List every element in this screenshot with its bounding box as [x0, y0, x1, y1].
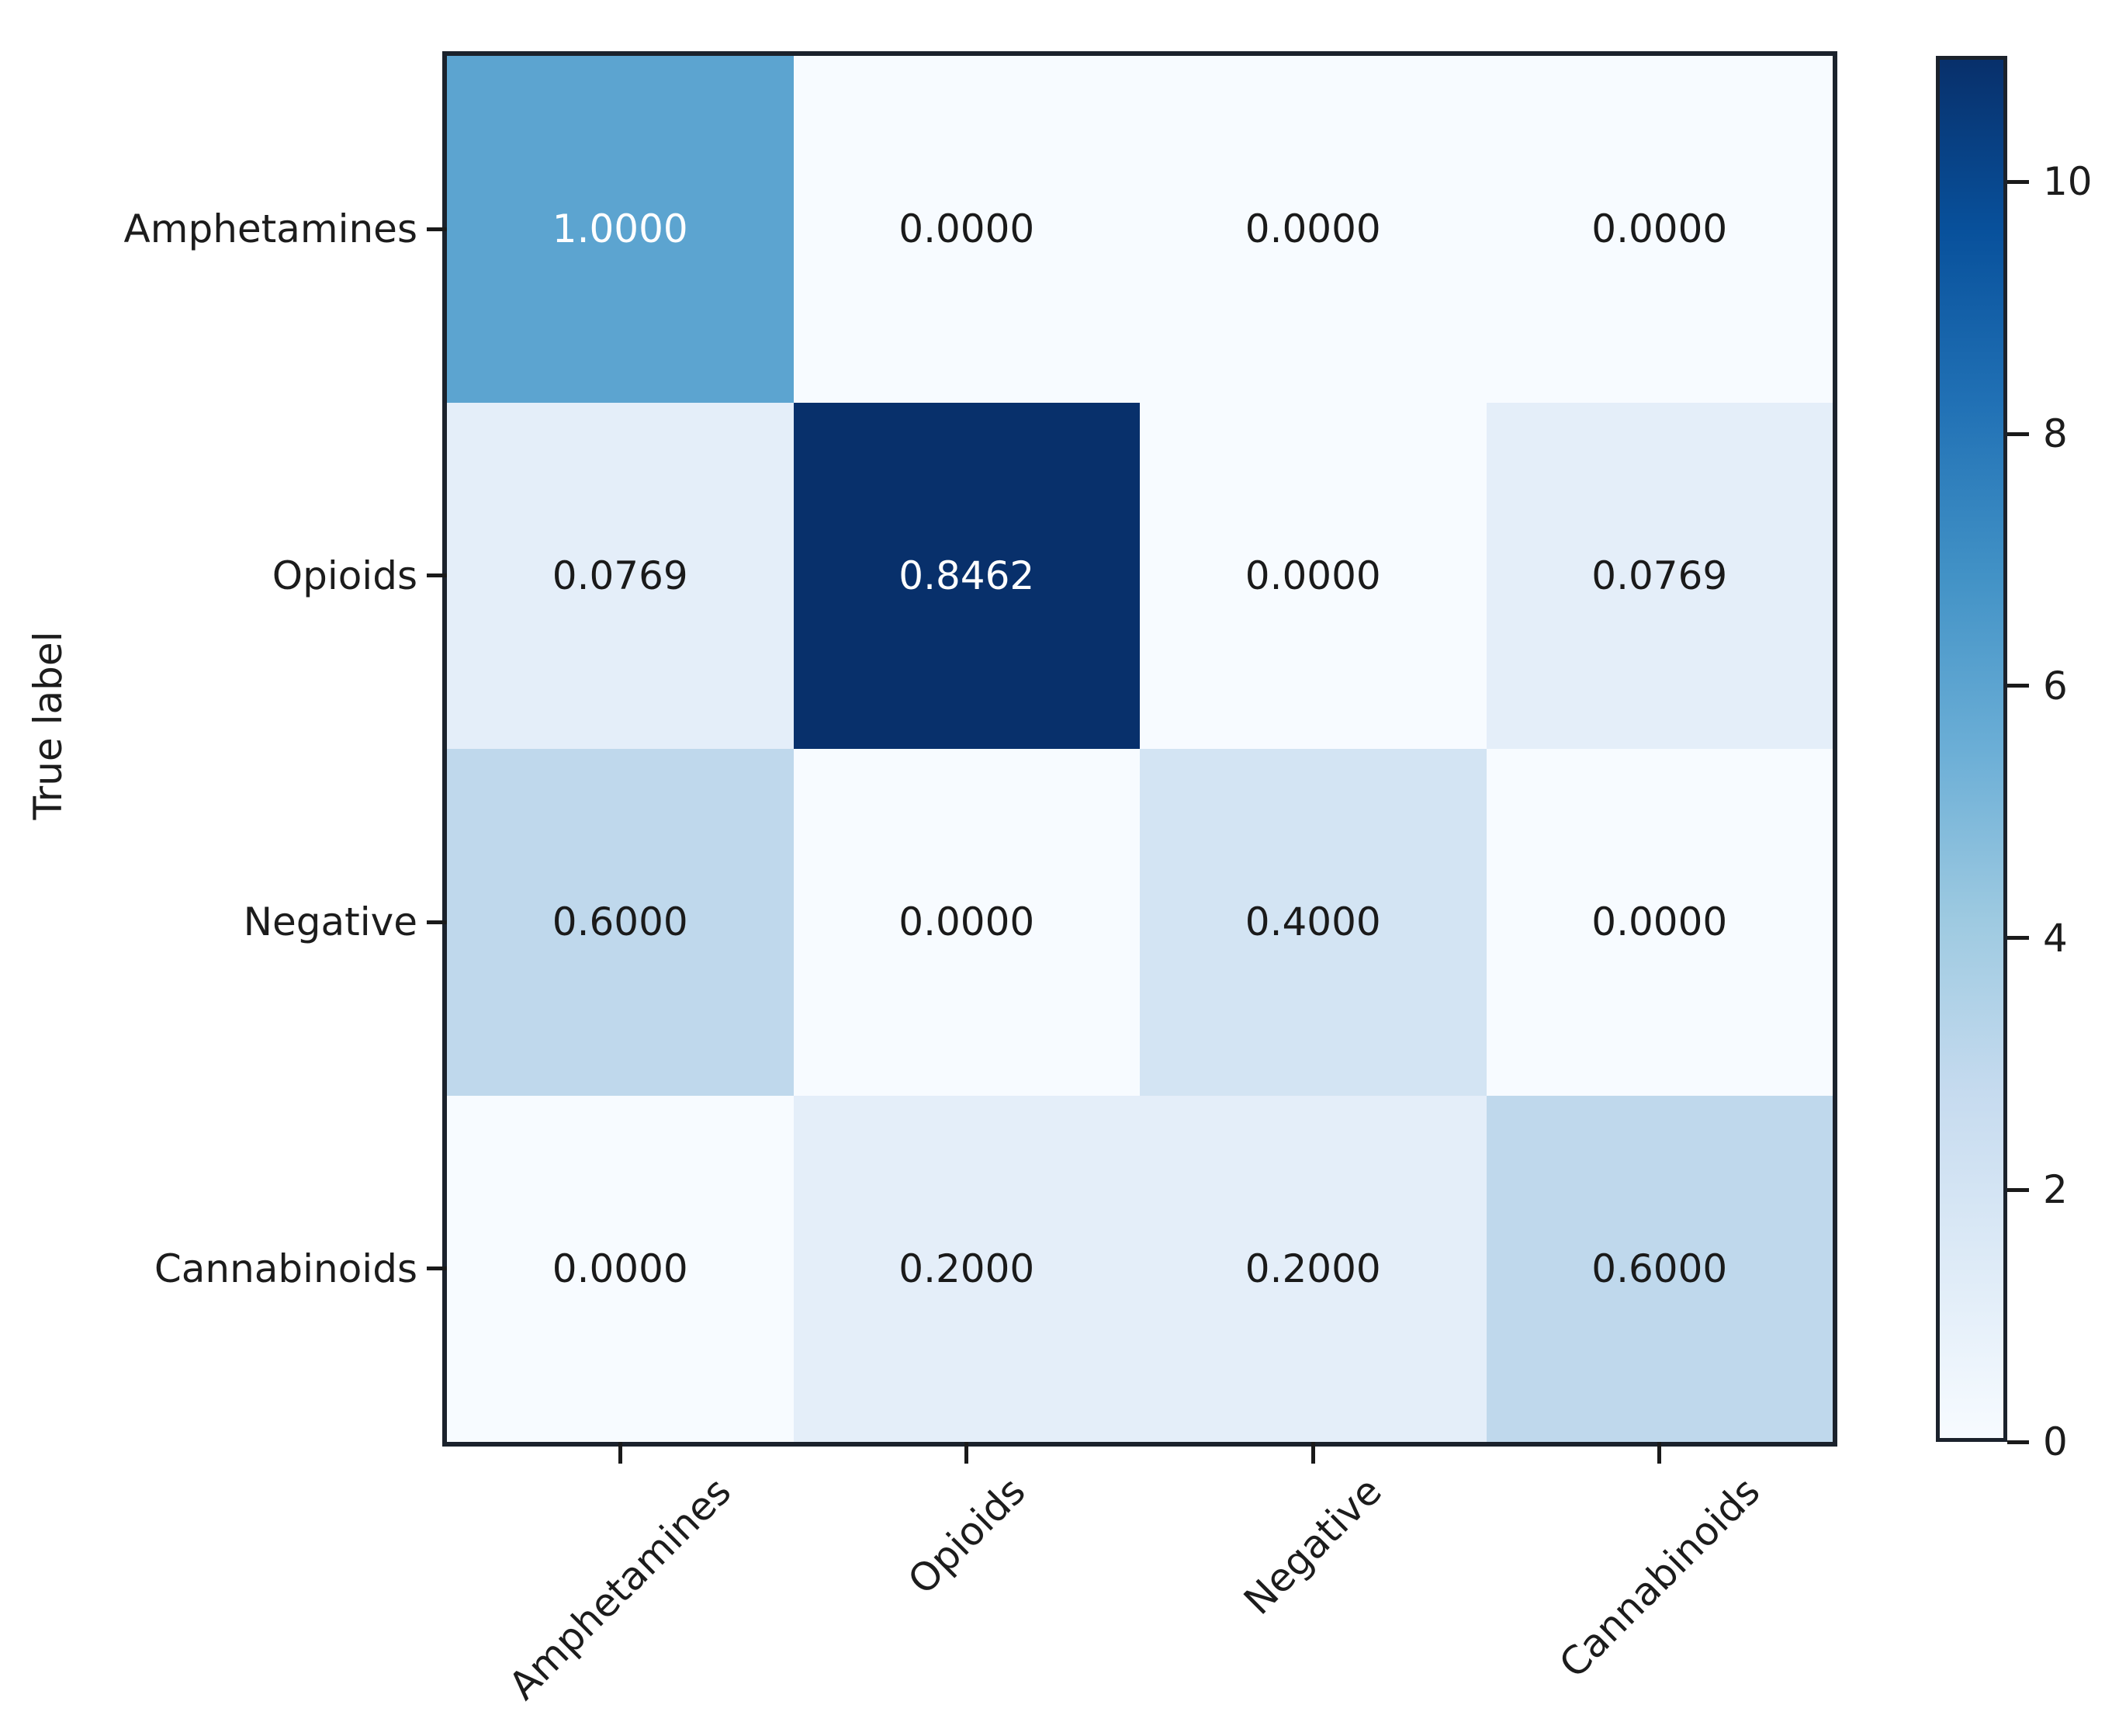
y-tick-mark — [427, 920, 447, 924]
colorbar-tick-label: 8 — [2043, 411, 2068, 457]
cell-value: 0.0000 — [1245, 206, 1381, 252]
cell-value: 0.0000 — [1591, 899, 1728, 945]
cell-value: 0.4000 — [1245, 899, 1381, 945]
heatmap-cell: 0.0000 — [1140, 402, 1487, 749]
heatmap-cell: 0.0000 — [793, 749, 1140, 1096]
heatmap-cell: 0.2000 — [793, 1095, 1140, 1442]
x-tick-mark — [1310, 1442, 1315, 1464]
heatmap-cell: 1.0000 — [447, 56, 794, 403]
cell-value: 0.2000 — [898, 1246, 1035, 1291]
cell-value: 0.6000 — [1591, 1246, 1728, 1291]
x-tick-mark — [618, 1442, 622, 1464]
heatmap-cell: 0.0000 — [1486, 749, 1833, 1096]
heatmap-cell: 0.6000 — [1486, 1095, 1833, 1442]
x-tick-label: Opioids — [899, 1468, 1034, 1604]
heatmap-cell: 0.0000 — [793, 56, 1140, 403]
x-tick-mark — [1657, 1442, 1662, 1464]
y-tick-label: Cannabinoids — [154, 1246, 417, 1291]
colorbar-gradient — [1940, 60, 2003, 1438]
colorbar-tick-mark — [2007, 431, 2029, 436]
cell-value: 0.0000 — [898, 899, 1035, 945]
heatmap-cell: 0.2000 — [1140, 1095, 1487, 1442]
heatmap-grid: 1.0000 0.0000 0.0000 0.0000 0.0769 0.8462 0.00… — [447, 56, 1833, 1442]
y-axis-title: True label — [26, 631, 71, 820]
heatmap-cell: 0.0000 — [1140, 56, 1487, 403]
heatmap-cell: 0.0000 — [1486, 56, 1833, 403]
x-tick-label: Cannabinoids — [1550, 1468, 1769, 1687]
cell-value: 0.6000 — [552, 899, 688, 945]
heatmap-cell: 0.8462 — [793, 402, 1140, 749]
heatmap-cell: 0.6000 — [447, 749, 794, 1096]
cell-value: 0.0769 — [1591, 553, 1728, 598]
cell-value: 0.0000 — [1591, 206, 1728, 252]
colorbar — [1936, 56, 2007, 1442]
y-tick-mark — [427, 1266, 447, 1271]
heatmap-cell: 0.0000 — [447, 1095, 794, 1442]
cell-value: 0.0000 — [552, 1246, 688, 1291]
cell-value: 0.8462 — [898, 553, 1035, 598]
heatmap-cell: 0.0769 — [1486, 402, 1833, 749]
cell-value: 0.0000 — [1245, 553, 1381, 598]
colorbar-tick-mark — [2007, 179, 2029, 184]
y-tick-label: Amphetamines — [123, 206, 417, 252]
y-tick-mark — [427, 227, 447, 231]
colorbar-tick-mark — [2007, 1187, 2029, 1192]
y-tick-mark — [427, 573, 447, 578]
colorbar-tick-label: 6 — [2043, 663, 2068, 709]
y-tick-label: Negative — [243, 899, 417, 945]
cell-value: 0.0769 — [552, 553, 688, 598]
cell-value: 1.0000 — [552, 206, 688, 252]
colorbar-tick-label: 2 — [2043, 1167, 2068, 1213]
cell-value: 0.0000 — [898, 206, 1035, 252]
colorbar-tick-label: 10 — [2043, 159, 2093, 205]
x-tick-mark — [964, 1442, 969, 1464]
y-tick-label: Opioids — [272, 553, 417, 598]
x-tick-label: Negative — [1235, 1468, 1391, 1624]
colorbar-tick-mark — [2007, 1440, 2029, 1444]
heatmap-cell: 0.4000 — [1140, 749, 1487, 1096]
colorbar-tick-mark — [2007, 684, 2029, 688]
colorbar-tick-label: 0 — [2043, 1419, 2068, 1464]
heatmap-cell: 0.0769 — [447, 402, 794, 749]
x-tick-label: Amphetamines — [500, 1468, 740, 1709]
colorbar-tick-label: 4 — [2043, 915, 2068, 961]
cell-value: 0.2000 — [1245, 1246, 1381, 1291]
colorbar-tick-mark — [2007, 936, 2029, 941]
